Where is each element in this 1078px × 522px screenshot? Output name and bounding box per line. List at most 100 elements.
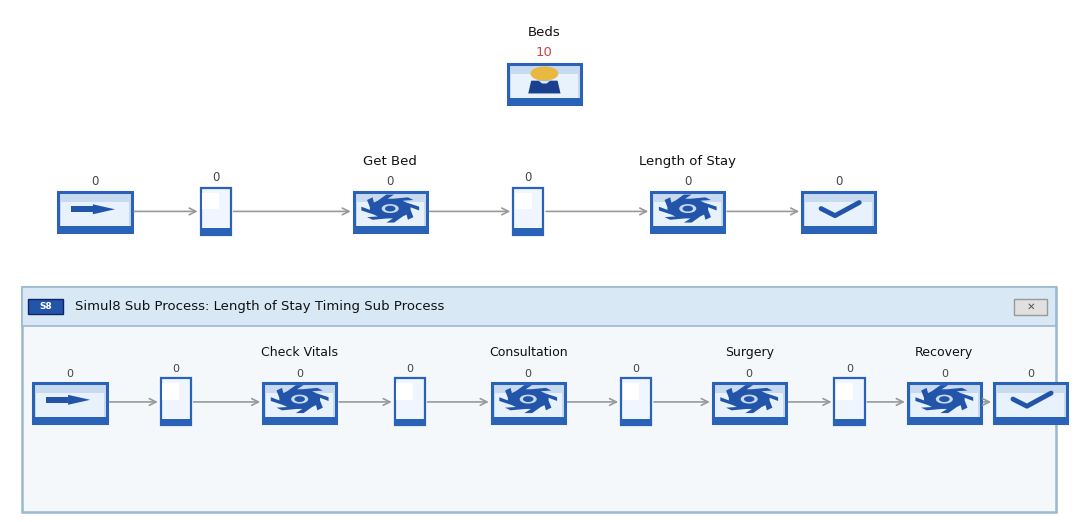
Text: 0: 0 <box>172 364 179 374</box>
Text: 0: 0 <box>941 369 948 378</box>
Polygon shape <box>361 195 419 222</box>
Text: 10: 10 <box>536 46 553 59</box>
Text: Check Vitals: Check Vitals <box>261 346 338 359</box>
Text: 0: 0 <box>746 369 752 378</box>
Polygon shape <box>720 385 778 413</box>
Circle shape <box>745 397 754 401</box>
FancyBboxPatch shape <box>263 417 336 422</box>
FancyBboxPatch shape <box>201 228 231 235</box>
Text: Length of Stay: Length of Stay <box>639 155 736 168</box>
Polygon shape <box>93 204 115 214</box>
FancyBboxPatch shape <box>1014 299 1047 314</box>
FancyBboxPatch shape <box>28 299 63 314</box>
Text: 0: 0 <box>212 171 219 184</box>
Text: 0: 0 <box>685 175 691 188</box>
Circle shape <box>521 395 536 403</box>
FancyBboxPatch shape <box>33 383 107 422</box>
FancyBboxPatch shape <box>354 192 427 232</box>
FancyBboxPatch shape <box>716 393 783 420</box>
Polygon shape <box>68 395 91 405</box>
Polygon shape <box>499 385 557 413</box>
Text: 0: 0 <box>846 364 853 374</box>
Text: Surgery: Surgery <box>724 346 774 359</box>
Text: 0: 0 <box>92 175 98 188</box>
Circle shape <box>937 395 952 403</box>
FancyBboxPatch shape <box>46 397 68 403</box>
FancyBboxPatch shape <box>22 287 1056 512</box>
FancyBboxPatch shape <box>357 202 424 230</box>
FancyBboxPatch shape <box>802 227 875 232</box>
FancyBboxPatch shape <box>201 188 231 235</box>
FancyBboxPatch shape <box>651 192 724 232</box>
Polygon shape <box>659 195 717 222</box>
FancyBboxPatch shape <box>834 419 865 425</box>
FancyBboxPatch shape <box>802 192 875 232</box>
FancyBboxPatch shape <box>621 378 651 425</box>
Circle shape <box>295 397 304 401</box>
FancyBboxPatch shape <box>621 419 651 425</box>
Polygon shape <box>528 81 561 93</box>
FancyBboxPatch shape <box>515 193 531 209</box>
FancyBboxPatch shape <box>713 383 786 422</box>
Text: 0: 0 <box>406 364 413 374</box>
Circle shape <box>524 397 533 401</box>
FancyBboxPatch shape <box>911 393 978 420</box>
Circle shape <box>683 206 692 211</box>
Text: 0: 0 <box>67 369 73 378</box>
FancyBboxPatch shape <box>203 193 219 209</box>
Text: 0: 0 <box>1027 369 1034 378</box>
FancyBboxPatch shape <box>513 228 543 235</box>
Text: Recovery: Recovery <box>915 346 973 359</box>
FancyBboxPatch shape <box>58 192 132 232</box>
Circle shape <box>383 205 398 212</box>
FancyBboxPatch shape <box>997 393 1064 420</box>
Polygon shape <box>539 81 550 84</box>
Circle shape <box>940 397 949 401</box>
FancyBboxPatch shape <box>61 202 128 230</box>
Text: S8: S8 <box>39 302 52 311</box>
Polygon shape <box>915 385 973 413</box>
Text: 0: 0 <box>525 369 531 378</box>
FancyBboxPatch shape <box>511 74 578 102</box>
Circle shape <box>531 67 557 80</box>
FancyBboxPatch shape <box>71 206 93 212</box>
FancyBboxPatch shape <box>395 378 425 425</box>
FancyBboxPatch shape <box>266 393 333 420</box>
Text: 0: 0 <box>633 364 639 374</box>
FancyBboxPatch shape <box>22 287 1056 326</box>
Text: Beds: Beds <box>528 26 561 39</box>
FancyBboxPatch shape <box>495 393 562 420</box>
FancyBboxPatch shape <box>713 417 786 422</box>
Polygon shape <box>271 385 329 413</box>
Circle shape <box>386 206 395 211</box>
FancyBboxPatch shape <box>837 383 853 400</box>
FancyBboxPatch shape <box>834 378 865 425</box>
Text: ✕: ✕ <box>1026 302 1035 312</box>
FancyBboxPatch shape <box>508 64 581 104</box>
FancyBboxPatch shape <box>651 227 724 232</box>
Text: 0: 0 <box>296 369 303 378</box>
FancyBboxPatch shape <box>263 383 336 422</box>
FancyBboxPatch shape <box>994 417 1067 422</box>
FancyBboxPatch shape <box>492 383 565 422</box>
FancyBboxPatch shape <box>395 419 425 425</box>
FancyBboxPatch shape <box>908 383 981 422</box>
FancyBboxPatch shape <box>58 227 132 232</box>
FancyBboxPatch shape <box>654 202 721 230</box>
FancyBboxPatch shape <box>805 202 872 230</box>
FancyBboxPatch shape <box>161 378 191 425</box>
FancyBboxPatch shape <box>513 188 543 235</box>
FancyBboxPatch shape <box>397 383 413 400</box>
FancyBboxPatch shape <box>37 393 103 420</box>
FancyBboxPatch shape <box>161 419 191 425</box>
FancyBboxPatch shape <box>623 383 639 400</box>
Text: Get Bed: Get Bed <box>363 155 417 168</box>
FancyBboxPatch shape <box>994 383 1067 422</box>
Text: 0: 0 <box>525 171 531 184</box>
FancyBboxPatch shape <box>163 383 179 400</box>
Text: 0: 0 <box>387 175 393 188</box>
FancyBboxPatch shape <box>492 417 565 422</box>
Circle shape <box>292 395 307 403</box>
Circle shape <box>742 395 757 403</box>
FancyBboxPatch shape <box>354 227 427 232</box>
